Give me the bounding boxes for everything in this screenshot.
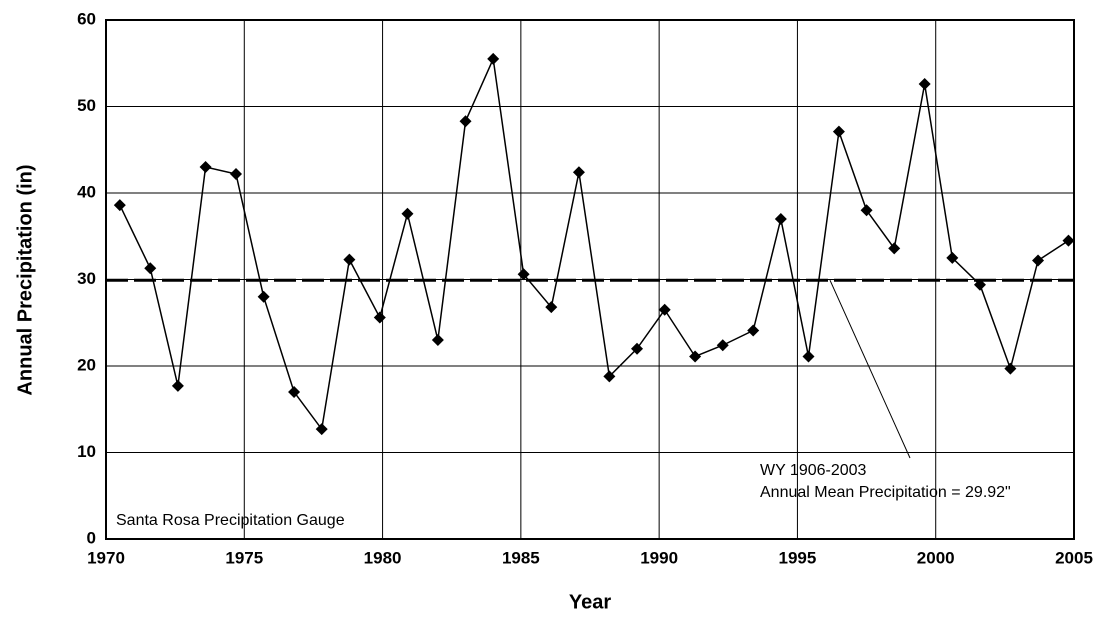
- x-tick-label: 1995: [779, 548, 817, 567]
- data-point: [315, 423, 328, 436]
- y-tick-label: 20: [77, 355, 96, 374]
- data-point: [973, 278, 986, 291]
- annotation: Santa Rosa Precipitation Gauge: [116, 512, 345, 529]
- data-point: [487, 52, 500, 65]
- data-point: [545, 301, 558, 314]
- x-tick-label: 2005: [1055, 548, 1093, 567]
- leader-line: [829, 279, 911, 459]
- data-point: [113, 199, 126, 212]
- y-tick-label: 40: [77, 182, 96, 201]
- data-point: [716, 339, 729, 352]
- data-point: [1032, 254, 1045, 267]
- x-tick-label: 1970: [87, 548, 125, 567]
- data-point: [229, 167, 242, 180]
- data-point: [689, 350, 702, 363]
- data-point: [199, 161, 212, 174]
- data-point: [343, 253, 356, 266]
- data-point: [572, 166, 585, 179]
- data-point: [802, 350, 815, 363]
- x-axis-label: Year: [569, 591, 611, 613]
- data-point: [431, 334, 444, 347]
- data-line: [119, 56, 1069, 432]
- data-point: [1004, 362, 1017, 375]
- data-point: [860, 204, 873, 217]
- y-tick-label: 0: [87, 528, 96, 547]
- data-point: [144, 262, 157, 275]
- data-point: [888, 242, 901, 255]
- x-tick-label: 1975: [225, 548, 263, 567]
- y-tick-label: 50: [77, 96, 96, 115]
- data-point: [832, 125, 845, 138]
- data-point: [459, 115, 472, 128]
- x-tick-label: 1990: [640, 548, 678, 567]
- data-point: [658, 303, 671, 316]
- y-tick-label: 60: [77, 9, 96, 28]
- y-tick-label: 30: [77, 269, 96, 288]
- data-point: [517, 268, 530, 281]
- data-point: [257, 290, 270, 303]
- data-point: [401, 207, 414, 220]
- annotation: Annual Mean Precipitation = 29.92": [760, 484, 1011, 501]
- x-tick-label: 2000: [917, 548, 955, 567]
- data-point: [747, 324, 760, 337]
- x-tick-label: 1980: [364, 548, 402, 567]
- x-tick-label: 1985: [502, 548, 540, 567]
- data-point: [946, 251, 959, 264]
- data-point: [774, 212, 787, 225]
- y-axis-label: Annual Precipitation (in): [14, 164, 36, 395]
- annotation: WY 1906-2003: [760, 462, 867, 479]
- data-point: [171, 379, 184, 392]
- y-tick-label: 10: [77, 442, 96, 461]
- data-point: [288, 385, 301, 398]
- data-point: [918, 78, 931, 91]
- data-point: [373, 311, 386, 324]
- data-point: [1062, 234, 1075, 247]
- data-point: [603, 370, 616, 383]
- data-point: [631, 342, 644, 355]
